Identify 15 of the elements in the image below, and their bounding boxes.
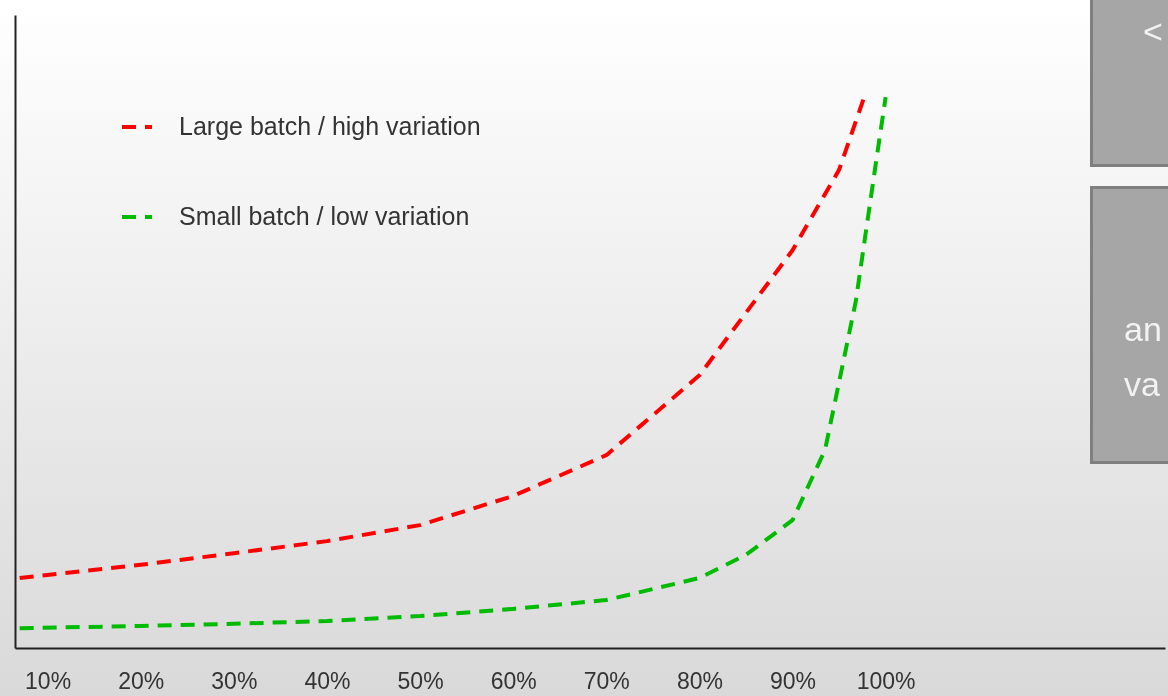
x-tick-label: 60% xyxy=(490,667,537,694)
x-tick-label: 20% xyxy=(118,667,165,694)
x-tick-label: 10% xyxy=(25,667,72,694)
x-tick-label: 50% xyxy=(397,667,444,694)
x-tick-label: 30% xyxy=(211,667,258,694)
x-tick-label: 90% xyxy=(770,667,817,694)
x-tick-label: 70% xyxy=(583,667,630,694)
legend-label: Large batch / high variation xyxy=(179,112,481,140)
x-tick-label: 100% xyxy=(856,667,916,694)
x-tick-label: 40% xyxy=(304,667,351,694)
annotation: va xyxy=(1124,365,1160,404)
x-tick-label: 80% xyxy=(676,667,723,694)
annotation: an xyxy=(1124,310,1162,349)
legend-label: Small batch / low variation xyxy=(179,202,470,230)
text: < xyxy=(1143,12,1163,51)
